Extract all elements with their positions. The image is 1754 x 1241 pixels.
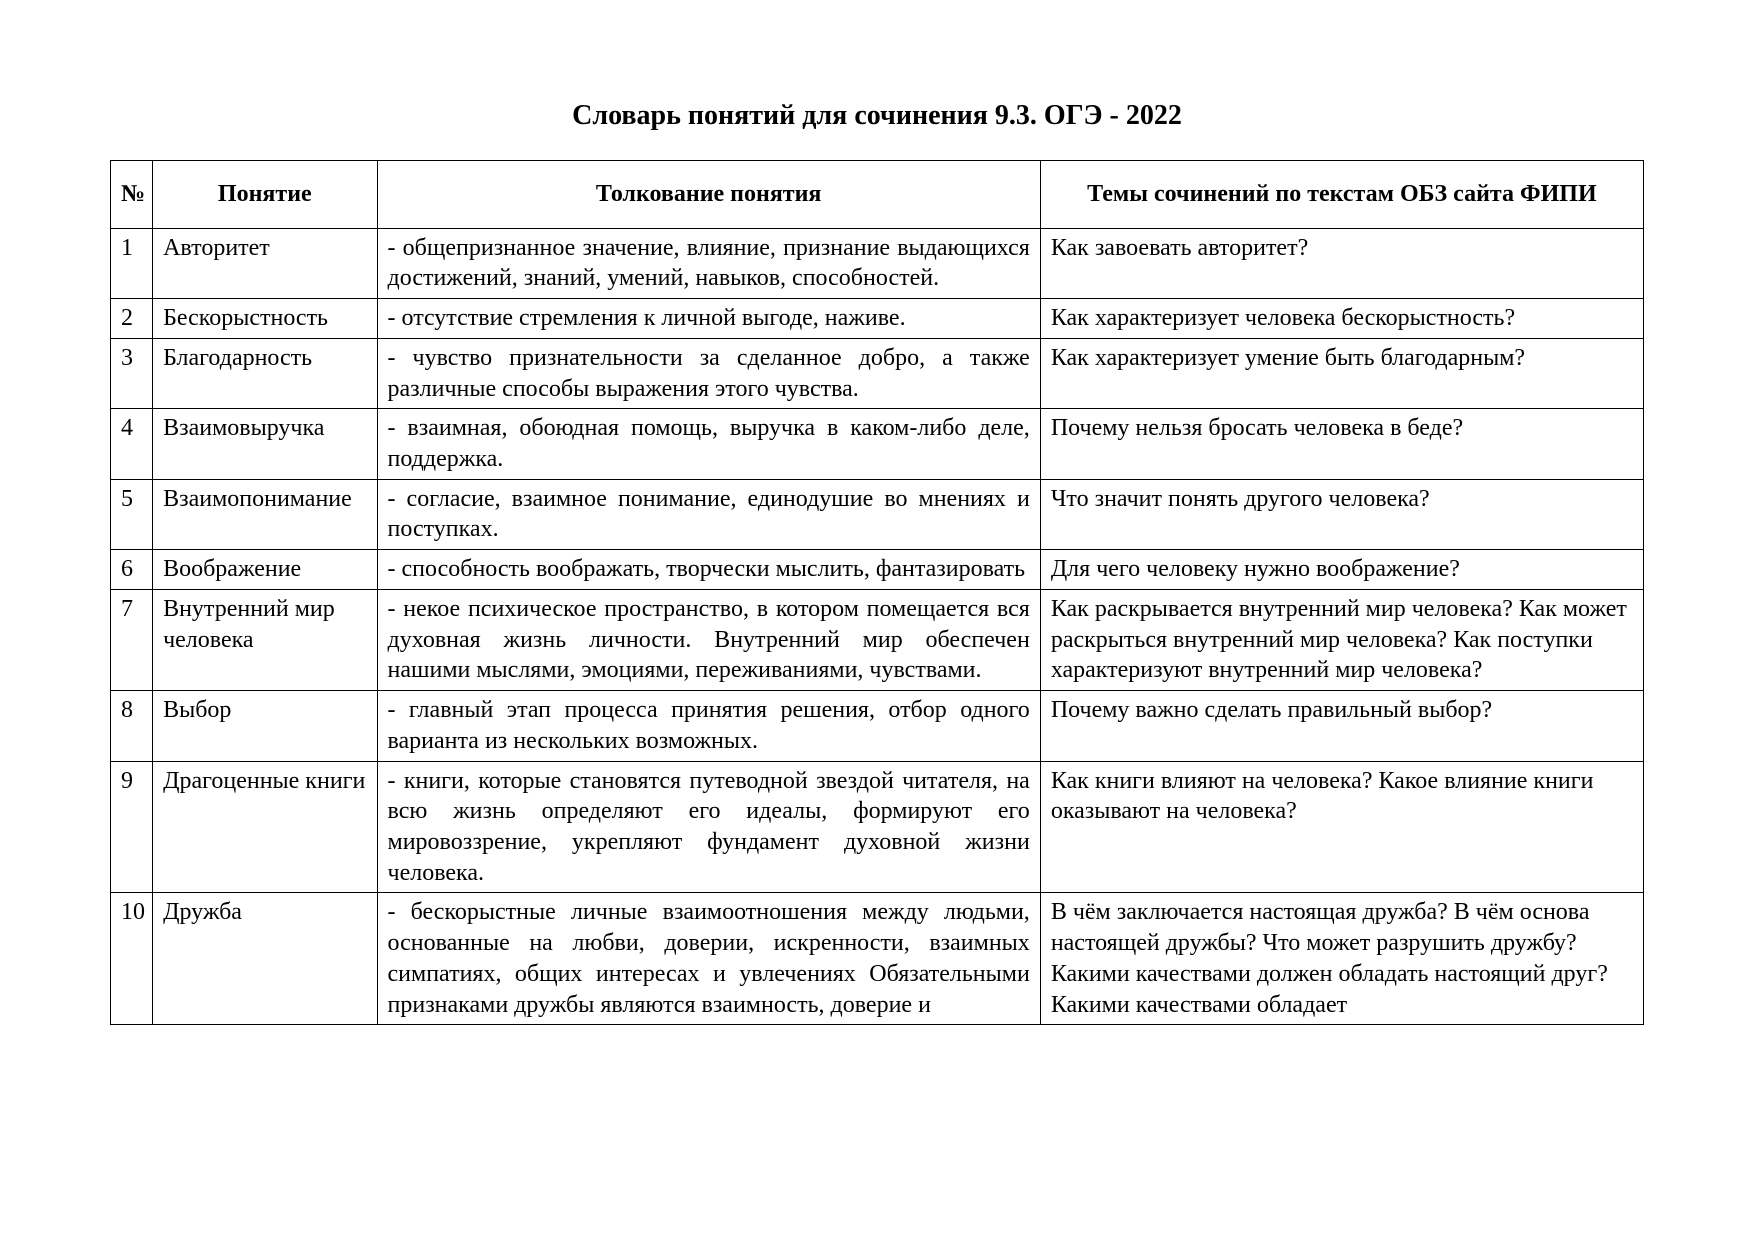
cell-definition: - чувство признательности за сделанное д… xyxy=(377,338,1040,408)
cell-num: 2 xyxy=(111,299,153,339)
cell-term: Выбор xyxy=(153,691,377,761)
cell-topic: Для чего человеку нужно воображение? xyxy=(1040,550,1643,590)
col-header-num: № xyxy=(111,161,153,229)
cell-topic: Почему нельзя бросать человека в беде? xyxy=(1040,409,1643,479)
page-title: Словарь понятий для сочинения 9.3. ОГЭ -… xyxy=(110,100,1644,132)
cell-topic: Как книги влияют на человека? Какое влия… xyxy=(1040,761,1643,893)
table-row: 6 Воображение - способность воображать, … xyxy=(111,550,1644,590)
cell-term: Воображение xyxy=(153,550,377,590)
cell-num: 4 xyxy=(111,409,153,479)
cell-term: Драгоценные книги xyxy=(153,761,377,893)
col-header-term: Понятие xyxy=(153,161,377,229)
cell-definition: - взаимная, обоюдная помощь, выручка в к… xyxy=(377,409,1040,479)
cell-definition: - общепризнанное значение, влияние, приз… xyxy=(377,228,1040,298)
cell-topic: Как характеризует умение быть благодарны… xyxy=(1040,338,1643,408)
document-page: Словарь понятий для сочинения 9.3. ОГЭ -… xyxy=(0,0,1754,1241)
cell-topic: Почему важно сделать правильный выбор? xyxy=(1040,691,1643,761)
cell-topic: Как раскрывается внутренний мир человека… xyxy=(1040,589,1643,690)
cell-definition: - бескорыстные личные взаимоотношения ме… xyxy=(377,893,1040,1025)
table-row: 3 Благодарность - чувство признательност… xyxy=(111,338,1644,408)
col-header-topics: Темы сочинений по текстам ОБЗ сайта ФИПИ xyxy=(1040,161,1643,229)
cell-topic: Как завоевать авторитет? xyxy=(1040,228,1643,298)
table-row: 9 Драгоценные книги - книги, которые ста… xyxy=(111,761,1644,893)
cell-definition: - главный этап процесса принятия решения… xyxy=(377,691,1040,761)
cell-num: 1 xyxy=(111,228,153,298)
cell-definition: - книги, которые становятся путеводной з… xyxy=(377,761,1040,893)
cell-definition: - способность воображать, творчески мысл… xyxy=(377,550,1040,590)
cell-num: 10 xyxy=(111,893,153,1025)
cell-definition: - отсутствие стремления к личной выгоде,… xyxy=(377,299,1040,339)
cell-num: 3 xyxy=(111,338,153,408)
cell-num: 9 xyxy=(111,761,153,893)
table-header-row: № Понятие Толкование понятия Темы сочине… xyxy=(111,161,1644,229)
cell-topic: Как характеризует человека бескорыстност… xyxy=(1040,299,1643,339)
table-row: 10 Дружба - бескорыстные личные взаимоот… xyxy=(111,893,1644,1025)
cell-term: Взаимовыручка xyxy=(153,409,377,479)
table-row: 4 Взаимовыручка - взаимная, обоюдная пом… xyxy=(111,409,1644,479)
table-row: 8 Выбор - главный этап процесса принятия… xyxy=(111,691,1644,761)
cell-num: 7 xyxy=(111,589,153,690)
cell-topic: В чём заключается настоящая дружба? В чё… xyxy=(1040,893,1643,1025)
cell-term: Авторитет xyxy=(153,228,377,298)
table-row: 2 Бескорыстность - отсутствие стремления… xyxy=(111,299,1644,339)
cell-definition: - согласие, взаимное понимание, единодуш… xyxy=(377,479,1040,549)
cell-term: Взаимопонимание xyxy=(153,479,377,549)
cell-term: Внутренний мир человека xyxy=(153,589,377,690)
glossary-table: № Понятие Толкование понятия Темы сочине… xyxy=(110,160,1644,1025)
cell-num: 5 xyxy=(111,479,153,549)
cell-term: Благодарность xyxy=(153,338,377,408)
cell-term: Бескорыстность xyxy=(153,299,377,339)
cell-definition: - некое психическое пространство, в кото… xyxy=(377,589,1040,690)
table-row: 5 Взаимопонимание - согласие, взаимное п… xyxy=(111,479,1644,549)
col-header-definition: Толкование понятия xyxy=(377,161,1040,229)
cell-topic: Что значит понять другого человека? xyxy=(1040,479,1643,549)
cell-num: 8 xyxy=(111,691,153,761)
cell-term: Дружба xyxy=(153,893,377,1025)
table-body: 1 Авторитет - общепризнанное значение, в… xyxy=(111,228,1644,1025)
table-row: 7 Внутренний мир человека - некое психич… xyxy=(111,589,1644,690)
table-row: 1 Авторитет - общепризнанное значение, в… xyxy=(111,228,1644,298)
cell-num: 6 xyxy=(111,550,153,590)
